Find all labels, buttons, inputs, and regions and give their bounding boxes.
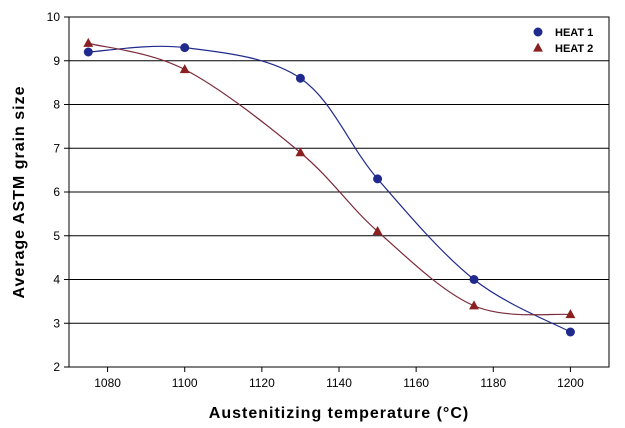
y-tick-label: 9 [53,54,60,68]
x-tick-label: 1080 [94,376,121,390]
x-tick-label: 1140 [326,376,352,390]
y-tick-label: 8 [53,98,60,112]
y-tick-label: 5 [53,229,60,243]
y-axis-ticks: 2 3 4 5 6 7 8 9 10 [47,10,69,374]
x-tick-label: 1200 [557,376,584,390]
fit-curve-2 [88,42,571,316]
data-point-triangle [565,309,576,319]
data-point-circle [180,43,190,53]
legend-triangle-marker [533,42,543,52]
y-tick-label: 3 [53,316,60,330]
data-point-circle [565,327,575,337]
legend-label: HEAT 1 [555,27,593,39]
x-axis-title: Austenitizing temperature (°C) [209,405,469,422]
x-tick-label: 1160 [403,376,429,390]
data-point-triangle [179,64,190,74]
data-point-triangle [83,37,94,47]
data-point-triangle [295,147,306,157]
y-tick-label: 7 [53,141,60,155]
data-point-circle [295,73,305,83]
y-tick-label: 2 [53,360,60,374]
fit-curves [88,42,571,333]
legend-circle-marker [533,27,543,37]
data-point-triangle [372,225,383,235]
x-tick-label: 1100 [172,376,198,390]
legend: HEAT 1 HEAT 2 [533,27,593,55]
legend-label: HEAT 2 [555,43,593,55]
y-tick-label: 6 [53,185,60,199]
fit-curve-1 [88,45,571,333]
data-point-circle [83,47,93,57]
x-tick-label: 1180 [480,376,506,390]
y-tick-label: 10 [47,10,61,24]
data-markers [83,37,576,337]
x-tick-label: 1120 [249,376,275,390]
data-point-circle [469,275,479,284]
data-point-circle [373,174,383,184]
x-axis-ticks: 1080 1100 1120 1140 1160 1180 1200 [94,367,584,390]
y-axis-title: Average ASTM grain size [11,86,28,299]
y-tick-label: 4 [53,273,60,287]
data-point-triangle [469,300,479,310]
